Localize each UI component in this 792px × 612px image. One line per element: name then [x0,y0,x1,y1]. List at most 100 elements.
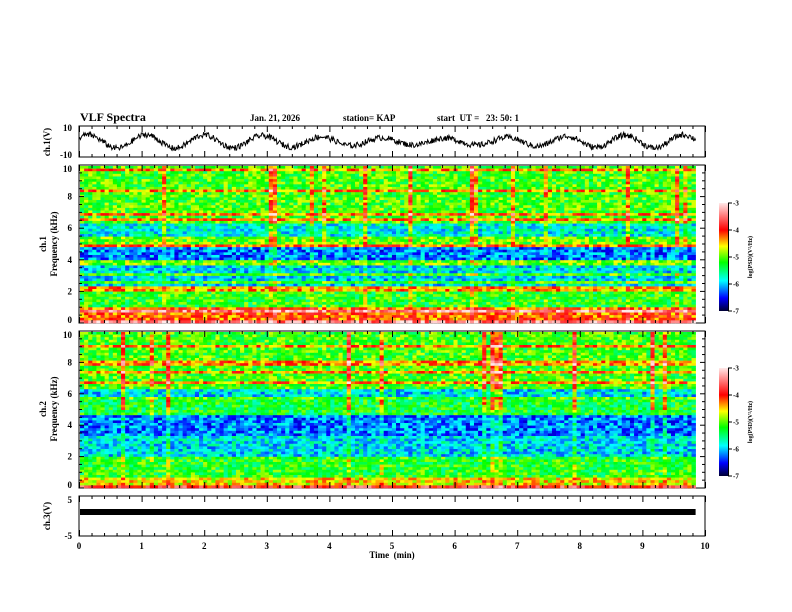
spectrogram-cell [281,166,285,169]
spectrogram-cell [421,169,425,172]
spectrogram-cell [322,200,326,203]
spectrogram-cell [634,176,638,179]
spectrogram-cell [667,237,671,240]
spectrogram-cell [445,210,449,213]
spectrogram-cell [667,231,671,234]
spectrogram-cell [638,226,642,229]
spectrogram-cell [552,208,556,211]
spectrogram-cell [433,242,437,245]
spectrogram-cell [609,200,613,203]
spectrogram-cell [363,179,367,182]
spectrogram-cell [388,176,392,179]
spectrogram-cell [187,179,191,182]
spectrogram-cell [174,184,178,187]
spectrogram-cell [232,242,236,245]
spectrogram-cell [667,190,671,193]
spectrogram-cell [310,231,314,234]
spectrogram-cell [154,203,158,206]
spectrogram-cell [343,221,347,224]
spectrogram-cell [105,187,109,190]
spectrogram-cell [187,184,191,187]
spectrogram-cell [203,247,207,250]
spectrogram-cell [462,218,466,221]
spectrogram-cell [412,197,416,200]
spectrogram-cell [515,234,519,237]
spectrogram-cell [343,239,347,242]
spectrogram-cell [449,197,453,200]
spectrogram-cell [101,221,105,224]
spectrogram-cell [203,205,207,208]
spectrogram-cell [191,200,195,203]
spectrogram-cell [80,216,84,219]
spectrogram-cell [593,239,597,242]
spectrogram-cell [601,195,605,198]
spectrogram-cell [265,184,269,187]
spectrogram-cell [675,203,679,206]
spectrogram-cell [244,190,248,193]
spectrogram-cell [142,218,146,221]
spectrogram-cell [215,200,219,203]
spectrogram-cell [507,242,511,245]
spectrogram-cell [646,247,650,250]
spectrogram-cell [519,182,523,185]
spectrogram-cell [388,221,392,224]
spectrogram-cell [449,171,453,174]
spectrogram-cell [232,184,236,187]
spectrogram-cell [495,184,499,187]
spectrogram-cell [515,210,519,213]
spectrogram-cell [679,224,683,227]
spectrogram-cell [679,200,683,203]
spectrogram-cell [133,210,137,213]
spectrogram-cell [121,200,125,203]
spectrogram-cell [650,216,654,219]
spectrogram-cell [396,169,400,172]
spectrogram-cell [412,176,416,179]
spectrogram-cell [634,182,638,185]
spectrogram-cell [577,203,581,206]
spectrogram-cell [236,213,240,216]
spectrogram-cell [392,200,396,203]
spectrogram-cell [433,245,437,248]
spectrogram-cell [289,210,293,213]
spectrogram-cell [187,231,191,234]
spectrogram-cell [88,234,92,237]
spectrogram-cell [396,184,400,187]
spectrogram-cell [351,169,355,172]
spectrogram-cell [581,174,585,177]
spectrogram-cell [404,182,408,185]
spectrogram-cell [572,187,576,190]
spectrogram-cell [540,247,544,250]
spectrogram-cell [609,226,613,229]
spectrogram-cell [125,171,129,174]
spectrogram-cell [318,226,322,229]
spectrogram-cell [330,218,334,221]
spectrogram-cell [220,203,224,206]
spectrogram-cell [425,184,429,187]
spectrogram-cell [137,250,141,253]
spectrogram-cell [609,242,613,245]
spectrogram-cell [622,184,626,187]
spectrogram-cell [240,231,244,234]
spectrogram-cell [560,195,564,198]
spectrogram-cell [236,216,240,219]
spectrogram-cell [437,200,441,203]
spectrogram-cell [449,234,453,237]
spectrogram-cell [531,174,535,177]
spectrogram-cell [663,205,667,208]
spectrogram-cell [92,200,96,203]
spectrogram-cell [371,210,375,213]
spectrogram-cell [544,210,548,213]
spectrogram-cell [334,226,338,229]
spectrogram-cell [490,200,494,203]
spectrogram-cell [462,231,466,234]
spectrogram-cell [425,239,429,242]
spectrogram-cell [601,237,605,240]
spectrogram-cell [285,239,289,242]
spectrogram-cell [281,239,285,242]
spectrogram-cell [84,247,88,250]
spectrogram-cell [433,218,437,221]
spectrogram-cell [659,208,663,211]
spectrogram-cell [269,224,273,227]
spectrogram-cell [531,179,535,182]
spectrogram-cell [293,239,297,242]
